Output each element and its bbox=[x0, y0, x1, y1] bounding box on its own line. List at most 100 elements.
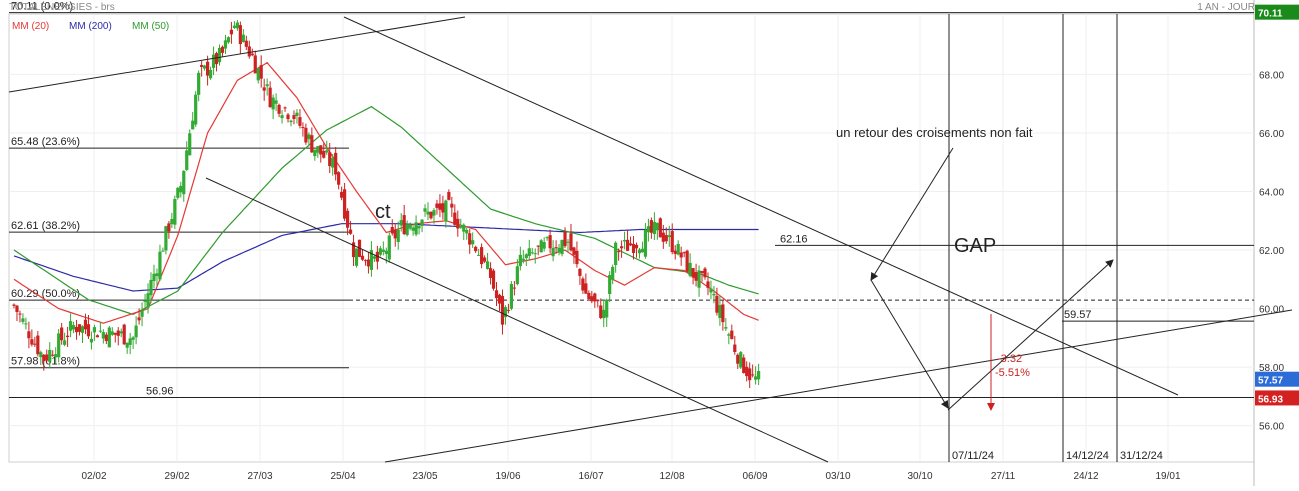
candle-body bbox=[206, 61, 210, 76]
candle-body bbox=[194, 94, 198, 125]
candle-body bbox=[256, 68, 260, 81]
candle-body bbox=[584, 283, 588, 294]
mm200-line bbox=[13, 223, 759, 292]
candle-body bbox=[83, 319, 88, 330]
candle-body bbox=[676, 243, 680, 255]
candle-body bbox=[560, 239, 564, 255]
candle-body bbox=[617, 251, 621, 253]
candle-body bbox=[104, 334, 108, 341]
candle-body bbox=[164, 226, 168, 251]
candle-body bbox=[146, 293, 150, 308]
candle-body bbox=[66, 335, 70, 338]
candle-body bbox=[313, 149, 317, 157]
candle-body bbox=[113, 332, 117, 335]
candle-body bbox=[158, 251, 162, 280]
candle-body bbox=[539, 240, 543, 253]
candle-body bbox=[253, 55, 257, 74]
candle-body bbox=[340, 191, 344, 198]
candle-body bbox=[134, 325, 138, 338]
candle-body bbox=[652, 222, 656, 235]
candle-body bbox=[122, 324, 126, 345]
candle-body bbox=[480, 247, 484, 265]
candle-body bbox=[208, 69, 213, 79]
candle-body bbox=[628, 243, 633, 246]
x-tick-label: 27/03 bbox=[247, 471, 272, 482]
candle-body bbox=[411, 227, 415, 231]
candle-body bbox=[456, 218, 460, 229]
candle-body bbox=[244, 40, 248, 47]
candle-body bbox=[223, 40, 228, 49]
candle-body bbox=[429, 211, 433, 219]
annotation-ct: ct bbox=[375, 201, 391, 223]
candle-body bbox=[533, 253, 537, 255]
candle-body bbox=[563, 231, 567, 247]
candle-body bbox=[736, 354, 740, 364]
x-tick-label: 02/02 bbox=[81, 471, 106, 482]
candle-body bbox=[334, 152, 338, 175]
x-tick-label: 16/07 bbox=[578, 471, 603, 482]
x-tick-label: 30/10 bbox=[907, 471, 932, 482]
legend-item: MM (50) bbox=[132, 21, 169, 32]
candle-body bbox=[730, 330, 734, 339]
candle-body bbox=[497, 294, 502, 304]
candle-body bbox=[331, 158, 335, 168]
y-tick-label: 66.00 bbox=[1259, 129, 1284, 140]
candle-body bbox=[298, 117, 302, 126]
candle-body bbox=[703, 268, 707, 278]
candle-body bbox=[289, 120, 293, 123]
candle-body bbox=[682, 252, 686, 254]
candle-body bbox=[283, 107, 287, 109]
x-tick-label: 27/11 bbox=[991, 471, 1016, 482]
candle-body bbox=[214, 53, 219, 65]
mm20-line bbox=[13, 61, 759, 324]
candle-body bbox=[477, 254, 481, 256]
candle-body bbox=[405, 224, 409, 236]
trend-line bbox=[384, 309, 1293, 463]
candle-body bbox=[688, 262, 692, 276]
candle-body bbox=[280, 115, 284, 119]
candle-body bbox=[521, 258, 525, 261]
support-label: 56.96 bbox=[146, 386, 174, 398]
candle-body bbox=[614, 242, 618, 266]
candle-body bbox=[63, 340, 67, 345]
candle-body bbox=[274, 100, 278, 104]
candle-body bbox=[673, 250, 677, 254]
candle-body bbox=[545, 237, 549, 239]
candle-body bbox=[176, 187, 180, 198]
candle-body bbox=[718, 305, 722, 318]
candle-body bbox=[173, 199, 177, 225]
candle-body bbox=[482, 257, 487, 262]
candle-body bbox=[679, 252, 683, 258]
candle-body bbox=[417, 226, 421, 229]
candle-body bbox=[140, 310, 144, 317]
projection-arrow-down bbox=[870, 279, 949, 409]
candle-body bbox=[569, 233, 573, 251]
candle-body bbox=[101, 332, 105, 339]
candle-body bbox=[351, 242, 356, 258]
candle-body bbox=[751, 374, 755, 376]
candle-body bbox=[98, 330, 102, 332]
x-tick-label: 23/05 bbox=[412, 471, 437, 482]
candle-body bbox=[319, 145, 323, 155]
candle-body bbox=[712, 293, 716, 296]
candle-body bbox=[575, 250, 579, 265]
candle-body bbox=[527, 248, 531, 256]
annotation-drop-pct: -5.51% bbox=[995, 367, 1030, 379]
candle-body bbox=[465, 229, 469, 234]
candle-body bbox=[191, 120, 195, 130]
candle-body bbox=[593, 293, 597, 302]
annotation-gap: GAP bbox=[954, 235, 996, 257]
price-badge bbox=[1255, 371, 1299, 387]
candle-body bbox=[500, 296, 505, 325]
timeframe-label[interactable]: 1 AN - JOUR bbox=[1197, 2, 1255, 13]
x-tick-label: 25/04 bbox=[330, 471, 355, 482]
candle-body bbox=[444, 200, 448, 222]
candle-body bbox=[453, 212, 457, 225]
candle-body bbox=[259, 65, 263, 79]
candle-body bbox=[24, 323, 28, 325]
candle-body bbox=[468, 233, 472, 245]
resistance-label: 59.57 bbox=[1064, 309, 1092, 321]
y-tick-label: 58.00 bbox=[1259, 363, 1284, 374]
candle-body bbox=[307, 134, 311, 140]
candle-body bbox=[441, 203, 445, 213]
